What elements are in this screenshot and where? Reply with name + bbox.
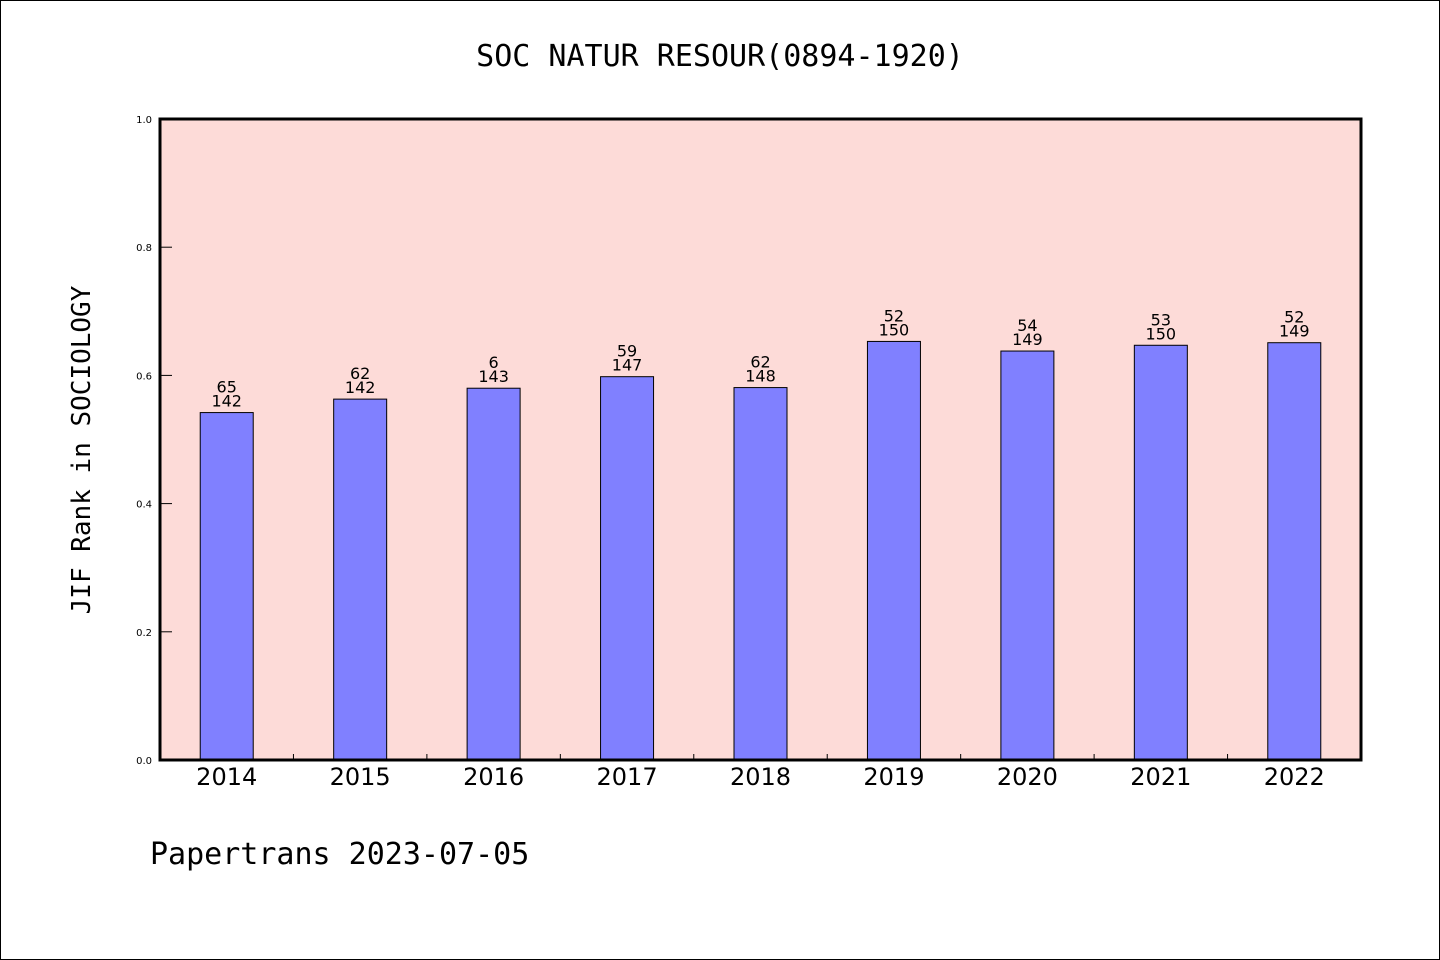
bar-label-top: 54 <box>1017 316 1037 335</box>
x-tick-label: 2020 <box>997 763 1058 791</box>
bar-label-bottom: 149 <box>1012 330 1043 349</box>
x-tick-label: 2019 <box>863 763 924 791</box>
y-tick-label: 0.6 <box>136 371 152 382</box>
bar-label-bottom: 142 <box>211 392 242 411</box>
x-tick-label: 2017 <box>597 763 658 791</box>
y-axis-label: JIF Rank in SOCIOLOGY <box>67 285 97 614</box>
bar <box>600 376 655 761</box>
bar <box>733 387 788 761</box>
bar-label-bottom: 149 <box>1279 322 1310 341</box>
x-tick-label: 2022 <box>1264 763 1325 791</box>
x-tick-label: 2018 <box>730 763 791 791</box>
bar <box>1000 350 1055 761</box>
bar <box>1133 344 1188 761</box>
bar-label-bottom: 148 <box>745 367 776 386</box>
x-tick-label: 2016 <box>463 763 524 791</box>
bar-label-bottom: 147 <box>612 356 643 375</box>
bar <box>866 340 921 761</box>
bar-label-top: 59 <box>617 342 637 361</box>
bar-label-bottom: 143 <box>478 367 509 386</box>
y-tick-label: 1.0 <box>136 115 152 126</box>
bar <box>199 412 254 761</box>
y-tick-label: 0.2 <box>136 628 152 639</box>
bar-label-top: 6 <box>489 353 499 372</box>
bar-label-bottom: 150 <box>879 320 910 339</box>
bar <box>333 398 388 761</box>
bar-label-top: 65 <box>217 378 237 397</box>
y-tick-label: 0.8 <box>136 243 152 254</box>
y-axis: 0.0 0.2 0.4 0.6 0.8 1.0 <box>136 115 172 767</box>
x-tick-label: 2015 <box>330 763 391 791</box>
x-axis: 2014 2015 2016 2017 2018 2019 2020 2021 2022 <box>196 754 1325 791</box>
x-tick-label: 2021 <box>1130 763 1191 791</box>
y-tick-label: 0.4 <box>136 500 152 511</box>
bar-label-top: 52 <box>884 306 904 325</box>
plot-border <box>158 117 1363 762</box>
bar-label-top: 53 <box>1151 310 1171 329</box>
bar-label-top: 62 <box>750 353 770 372</box>
chart-title: SOC NATUR RESOUR(0894-1920) <box>476 39 964 74</box>
bar-label-bottom: 142 <box>345 378 376 397</box>
bar-label-top: 52 <box>1284 308 1304 327</box>
bar-label-bottom: 150 <box>1146 324 1177 343</box>
footer-text: Papertrans 2023-07-05 <box>150 837 529 872</box>
x-tick-label: 2014 <box>196 763 257 791</box>
bar <box>1267 342 1322 761</box>
y-tick-label: 0.0 <box>136 756 152 767</box>
bar <box>466 387 521 761</box>
bar-label-top: 62 <box>350 364 370 383</box>
